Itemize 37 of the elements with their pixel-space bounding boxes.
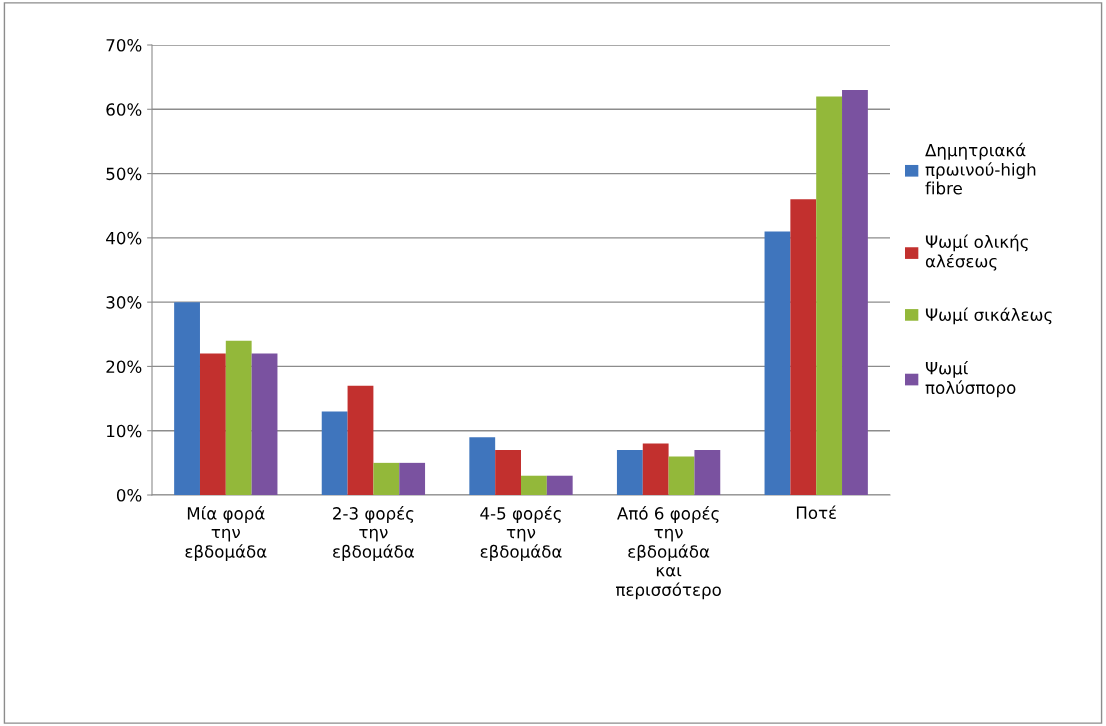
bar — [764, 231, 791, 495]
bar — [373, 462, 400, 495]
bar — [668, 456, 695, 495]
bar — [546, 475, 573, 495]
x-tick-label: 4-5 φορές την εβδομάδα — [480, 506, 562, 562]
bar — [251, 353, 278, 495]
y-tick-label: 40% — [106, 231, 142, 245]
bar — [790, 199, 817, 495]
y-tick-label: 70% — [106, 38, 142, 52]
legend-label: Ψωμί σικάλεως — [925, 307, 1052, 325]
legend-label: Δημητριακά πρωινού-high fibre — [925, 142, 1036, 195]
bar — [225, 340, 252, 495]
bar — [842, 90, 868, 495]
x-tick-label: Μία φορά την εβδομάδα — [185, 506, 267, 562]
bar — [694, 450, 721, 495]
bar — [642, 443, 669, 495]
bar — [495, 450, 521, 495]
bar — [199, 353, 226, 495]
legend-label: Ψωμί ολικής αλέσεως — [925, 234, 1028, 271]
bar — [469, 437, 496, 495]
y-tick-label: 30% — [106, 296, 142, 309]
y-tick-label: 20% — [106, 360, 142, 373]
bar — [616, 450, 643, 495]
x-tick-label: Ποτέ — [796, 505, 836, 520]
y-tick-label: 60% — [106, 103, 142, 116]
y-tick-label: 0% — [116, 488, 142, 502]
x-tick-label: 2-3 φορές την εβδομάδα — [333, 506, 415, 562]
legend-label: Ψωμί πολύσπορο — [925, 360, 1016, 398]
bar — [347, 385, 374, 495]
bar — [521, 475, 547, 495]
bar — [321, 411, 348, 495]
bar — [816, 96, 843, 495]
y-tick-label: 10% — [107, 424, 142, 438]
y-tick-label: 50% — [106, 167, 142, 181]
bar — [399, 462, 426, 495]
bar — [174, 302, 200, 495]
x-tick-label: Από 6 φορές την εβδομάδα και περισσότερο — [616, 506, 721, 600]
